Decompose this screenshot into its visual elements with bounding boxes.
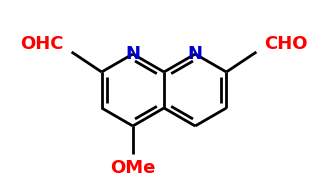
Text: OMe: OMe [110,159,156,177]
Text: CHO: CHO [265,35,308,53]
Text: OHC: OHC [20,35,63,53]
Text: N: N [125,45,140,63]
Text: N: N [188,45,203,63]
